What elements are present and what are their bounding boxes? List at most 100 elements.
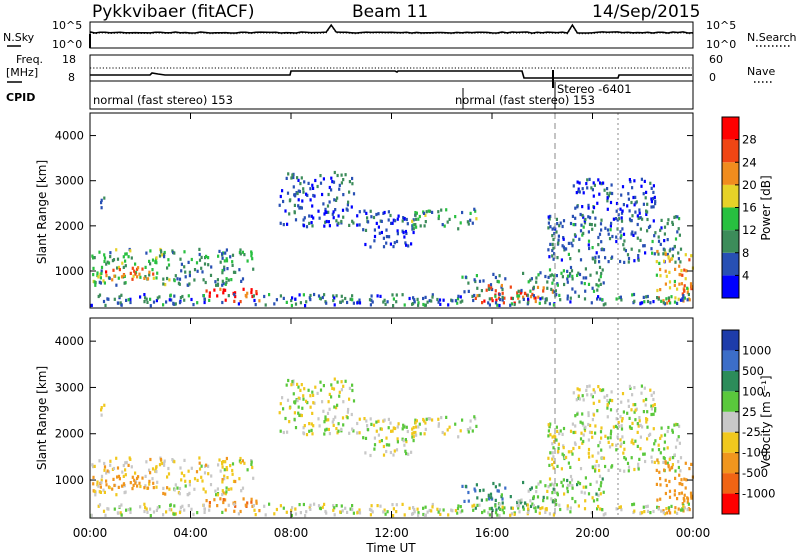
velocity-cell xyxy=(330,383,333,387)
velocity-cell xyxy=(598,440,602,444)
velocity-cell xyxy=(314,385,317,389)
velocity-cell xyxy=(223,468,226,472)
power-cell xyxy=(556,222,559,226)
power-cell xyxy=(639,238,642,242)
velocity-cell xyxy=(193,477,197,481)
velocity-cell xyxy=(203,510,206,514)
power-cell xyxy=(437,216,440,221)
velocity-colorbar-swatch xyxy=(722,432,739,453)
power-cell xyxy=(208,291,211,295)
power-cell xyxy=(620,211,624,215)
power-cell xyxy=(627,260,630,264)
velocity-colorbar-tick-label: 100 xyxy=(742,384,764,398)
power-cell xyxy=(109,251,112,255)
velocity-cell xyxy=(551,435,554,439)
velocity-cell xyxy=(591,395,594,399)
velocity-cell xyxy=(144,484,147,488)
velocity-cell xyxy=(122,474,125,478)
velocity-cell xyxy=(532,503,535,508)
power-cell xyxy=(250,254,253,258)
velocity-cell xyxy=(183,474,186,478)
power-cell xyxy=(312,216,315,220)
power-cell xyxy=(671,222,674,226)
power-cell xyxy=(602,303,605,307)
velocity-cell xyxy=(674,506,677,510)
velocity-cell xyxy=(645,397,648,402)
velocity-cell xyxy=(552,455,555,459)
velocity-cell xyxy=(551,491,554,495)
power-cell xyxy=(581,233,584,237)
power-cell xyxy=(558,293,561,297)
power-cell xyxy=(347,200,350,204)
velocity-cell xyxy=(91,463,94,467)
velocity-cell xyxy=(144,474,147,478)
power-cell xyxy=(344,296,347,301)
velocity-cell xyxy=(209,483,213,487)
freq-tick-low: 8 xyxy=(68,71,75,84)
velocity-cell xyxy=(117,485,120,489)
velocity-cell xyxy=(649,388,652,392)
velocity-cell xyxy=(681,502,684,506)
velocity-cell xyxy=(663,440,666,444)
power-cell xyxy=(679,298,683,302)
velocity-cell xyxy=(498,513,501,518)
velocity-cell xyxy=(156,506,159,510)
velocity-cell xyxy=(201,479,204,483)
power-cell xyxy=(437,214,440,218)
velocity-cell xyxy=(166,475,169,479)
velocity-cell xyxy=(227,487,230,491)
power-cell xyxy=(619,236,622,240)
power-cell xyxy=(550,287,553,291)
power-cell xyxy=(655,273,658,277)
power-cell xyxy=(243,253,246,257)
velocity-cell xyxy=(686,496,689,500)
power-cell xyxy=(124,252,127,256)
velocity-cell xyxy=(221,489,224,493)
power-cell xyxy=(576,205,579,209)
velocity-cell xyxy=(178,492,181,496)
power-cell xyxy=(278,203,281,207)
power-cell xyxy=(299,182,302,186)
power-cell xyxy=(578,272,582,277)
velocity-cell xyxy=(690,496,693,500)
velocity-cell xyxy=(571,496,574,501)
velocity-cell xyxy=(481,510,484,515)
velocity-cell xyxy=(411,435,414,439)
power-cell xyxy=(144,296,147,300)
velocity-cell xyxy=(130,465,133,469)
power-cell xyxy=(618,217,621,221)
power-cell xyxy=(351,219,354,223)
velocity-cell xyxy=(395,448,399,452)
power-cell xyxy=(422,296,425,301)
velocity-cell xyxy=(596,409,599,413)
power-cell xyxy=(196,269,199,273)
power-cell xyxy=(167,263,171,267)
power-cell xyxy=(522,295,525,299)
power-cell xyxy=(358,301,362,305)
velocity-cell xyxy=(402,423,405,427)
power-cell xyxy=(325,219,328,224)
power-cell xyxy=(378,231,381,235)
velocity-cell xyxy=(380,439,383,443)
power-cell xyxy=(209,273,213,277)
power-cell xyxy=(641,301,644,305)
power-cell xyxy=(454,215,457,219)
velocity-cell xyxy=(498,483,501,487)
power-cell xyxy=(663,302,667,306)
power-cell xyxy=(208,298,211,302)
velocity-cell xyxy=(103,490,106,494)
velocity-cell xyxy=(459,429,462,433)
power-cell xyxy=(591,246,594,250)
velocity-cell xyxy=(607,468,610,472)
velocity-cell xyxy=(105,483,108,487)
velocity-cell xyxy=(231,472,234,476)
power-cell xyxy=(581,187,584,191)
power-cell xyxy=(304,304,307,308)
power-cell xyxy=(552,303,555,307)
velocity-cell xyxy=(616,426,619,430)
velocity-cell xyxy=(569,474,573,479)
power-cell xyxy=(569,272,572,276)
power-cell xyxy=(569,296,572,300)
velocity-cell xyxy=(587,422,590,427)
velocity-cell xyxy=(571,422,574,426)
